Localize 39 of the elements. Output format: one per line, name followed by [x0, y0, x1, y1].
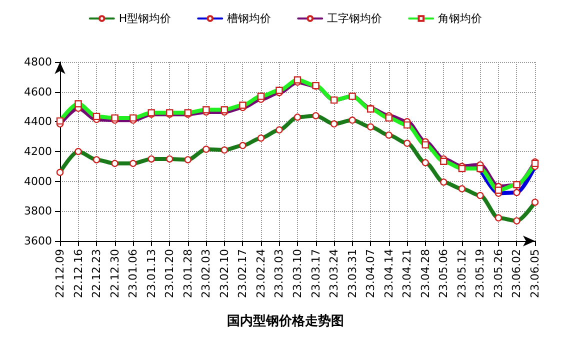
y-tick-label: 4400 — [24, 115, 52, 128]
x-tick-label: 23.04.07 — [364, 249, 378, 298]
x-tick-label: 23.05.06 — [437, 249, 450, 298]
x-tick-label: 23.04.28 — [418, 249, 432, 298]
x-tick-label: 23.03.17 — [309, 249, 322, 298]
legend-label: 角钢均价 — [438, 12, 482, 25]
x-tick-label: 22.12.16 — [72, 249, 85, 298]
y-tick-label: 3600 — [24, 234, 52, 248]
x-tick-label: 23.05.26 — [492, 249, 505, 298]
legend-label: 槽钢均价 — [227, 12, 272, 25]
x-tick-label: 23.03.03 — [272, 249, 286, 298]
y-tick-label: 3800 — [24, 204, 52, 218]
text: 国内型钢价格走势图 — [227, 313, 344, 329]
x-tick-label: 23.02.17 — [236, 249, 250, 298]
x-tick-label: 23.02.10 — [218, 249, 231, 298]
y-tick-label: 4800 — [24, 56, 52, 68]
x-tick-label: 23.05.12 — [455, 249, 468, 298]
y-tick-label: 4200 — [24, 145, 52, 158]
y-tick-label: 4000 — [24, 174, 52, 188]
x-tick-label: 23.06.05 — [528, 249, 542, 298]
x-tick-label: 23.02.03 — [200, 249, 213, 298]
x-tick-label: 23.02.24 — [254, 249, 268, 298]
x-tick-label: 23.04.14 — [382, 249, 396, 298]
x-tick-label: 22.12.09 — [54, 249, 66, 298]
x-tick-label: 23.01.20 — [163, 249, 176, 298]
x-tick-label: 23.01.28 — [181, 249, 194, 298]
x-tick-label: 22.12.23 — [90, 249, 104, 298]
x-tick-label: 23.03.10 — [291, 249, 304, 298]
x-tick-label: 23.06.02 — [510, 249, 524, 298]
legend-label: H型钢均价 — [118, 12, 172, 25]
x-tick-label: 23.01.06 — [126, 249, 140, 298]
x-tick-label: 23.03.31 — [346, 249, 359, 298]
x-tick-label: 22.12.30 — [108, 249, 122, 298]
x-tick-label: 23.05.19 — [474, 249, 487, 298]
legend-label: 工字钢均价 — [327, 12, 382, 25]
x-tick-label: 23.03.24 — [328, 249, 341, 298]
x-tick-label: 23.01.13 — [144, 249, 158, 298]
y-tick-label: 4600 — [24, 85, 52, 98]
x-tick-label: 23.04.21 — [400, 249, 414, 298]
